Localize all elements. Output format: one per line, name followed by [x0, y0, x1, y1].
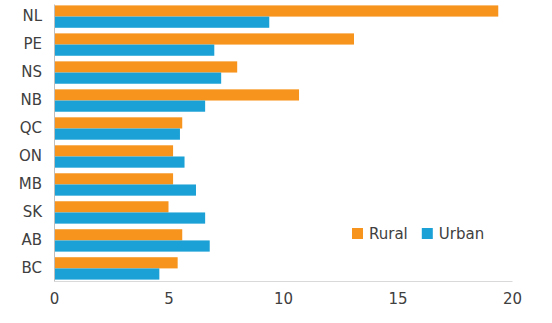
tick-label: 0	[50, 290, 60, 308]
tick: NL	[22, 7, 54, 25]
tick: 20	[503, 281, 522, 308]
bar	[54, 89, 299, 100]
tick-label: AB	[21, 231, 42, 249]
bar	[54, 268, 159, 279]
x-axis: 0 5 10 15 20	[50, 281, 522, 308]
bar	[54, 173, 173, 184]
series	[54, 17, 269, 280]
tick: QC	[20, 119, 54, 137]
legend-swatch	[422, 228, 433, 239]
bar	[54, 156, 185, 167]
bar	[54, 61, 237, 72]
bar	[54, 45, 214, 56]
tick: 5	[164, 281, 174, 308]
tick-label: 5	[164, 290, 174, 308]
bar	[54, 145, 173, 156]
tick-label: MB	[19, 175, 42, 193]
bar	[54, 73, 221, 84]
tick: NS	[21, 63, 54, 81]
tick: AB	[21, 231, 54, 249]
legend-swatch	[352, 228, 363, 239]
tick-label: SK	[23, 203, 44, 221]
bar	[54, 229, 182, 240]
bar	[54, 5, 498, 16]
bar	[54, 212, 205, 223]
tick: 15	[388, 281, 407, 308]
tick-label: 20	[503, 290, 522, 308]
axis-line	[55, 281, 513, 282]
bar	[54, 201, 169, 212]
bar	[54, 101, 205, 112]
tick: 10	[274, 281, 293, 308]
bar	[54, 117, 182, 128]
tick-label: NS	[21, 63, 42, 81]
tick: NB	[20, 91, 54, 109]
tick-label: NL	[22, 7, 42, 25]
bar	[54, 184, 196, 195]
tick: PE	[23, 35, 54, 53]
legend-label: Urban	[439, 225, 484, 243]
tick-label: BC	[21, 259, 42, 277]
bar	[54, 17, 269, 28]
tick-label: ON	[19, 147, 42, 165]
tick: MB	[19, 175, 54, 193]
bar	[54, 33, 354, 44]
chart: 0 5 10 15 20 NL PE NS NB QC ON MB SK AB BC Rural Urban	[0, 0, 552, 323]
bar	[54, 240, 210, 251]
tick: ON	[19, 147, 54, 165]
legend: Rural Urban	[352, 225, 484, 243]
tick: SK	[23, 203, 54, 221]
axis-line	[54, 5, 55, 282]
bar	[54, 129, 180, 140]
legend-item: Rural	[352, 225, 408, 243]
tick-label: PE	[23, 35, 42, 53]
plot: 0 5 10 15 20 NL PE NS NB QC ON MB SK AB BC Rural Urban	[19, 5, 522, 308]
legend-item: Urban	[422, 225, 484, 243]
tick-label: 10	[274, 290, 293, 308]
tick: BC	[21, 259, 54, 277]
bars	[54, 5, 498, 279]
tick-label: 15	[388, 290, 407, 308]
tick-label: QC	[20, 119, 42, 137]
legend-label: Rural	[369, 225, 408, 243]
series	[54, 5, 498, 268]
bar	[54, 257, 178, 268]
y-axis: NL PE NS NB QC ON MB SK AB BC	[19, 5, 55, 282]
tick-label: NB	[20, 91, 42, 109]
tick: 0	[50, 281, 60, 308]
